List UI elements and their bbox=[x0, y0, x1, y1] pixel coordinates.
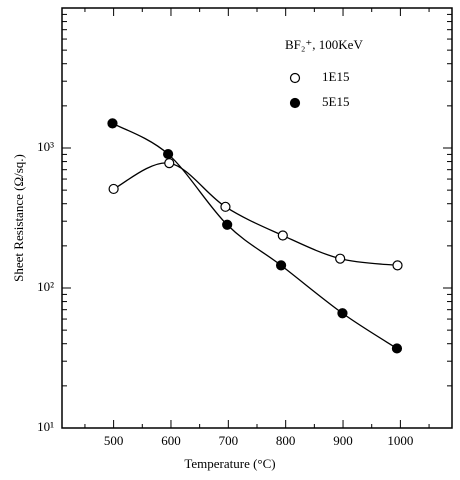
y-tick-label: 10² bbox=[37, 279, 54, 294]
y-axis-label: Sheet Resistance (Ω/sq.) bbox=[11, 154, 26, 282]
y-tick-label: 10³ bbox=[37, 139, 54, 154]
y-tick-label: 10¹ bbox=[37, 419, 54, 434]
legend-marker bbox=[289, 97, 301, 109]
legend-label: 5E15 bbox=[322, 94, 349, 109]
x-tick-label: 1000 bbox=[387, 433, 413, 448]
data-point bbox=[222, 219, 233, 230]
data-point bbox=[275, 260, 287, 271]
x-tick-label: 700 bbox=[219, 433, 239, 448]
x-tick-label: 500 bbox=[104, 433, 124, 448]
legend-marker bbox=[289, 72, 301, 84]
fit-curve bbox=[113, 162, 398, 267]
data-point bbox=[164, 158, 175, 169]
x-tick-label: 800 bbox=[276, 433, 296, 448]
data-point bbox=[163, 148, 174, 160]
data-point bbox=[277, 230, 288, 241]
data-point bbox=[337, 308, 348, 319]
legend-label: 1E15 bbox=[322, 69, 349, 84]
data-point bbox=[108, 183, 119, 195]
data-point bbox=[392, 260, 403, 271]
legend-title: BF₂⁺, 100KeV bbox=[285, 37, 363, 52]
data-point bbox=[220, 201, 231, 212]
data-point bbox=[107, 118, 118, 129]
x-tick-label: 900 bbox=[333, 433, 353, 448]
x-tick-label: 600 bbox=[161, 433, 181, 448]
data-point bbox=[391, 343, 403, 354]
data-point bbox=[335, 253, 346, 264]
plot-frame bbox=[61, 7, 453, 429]
fit-curve bbox=[112, 122, 398, 349]
x-axis-label: Temperature (°C) bbox=[184, 456, 275, 471]
